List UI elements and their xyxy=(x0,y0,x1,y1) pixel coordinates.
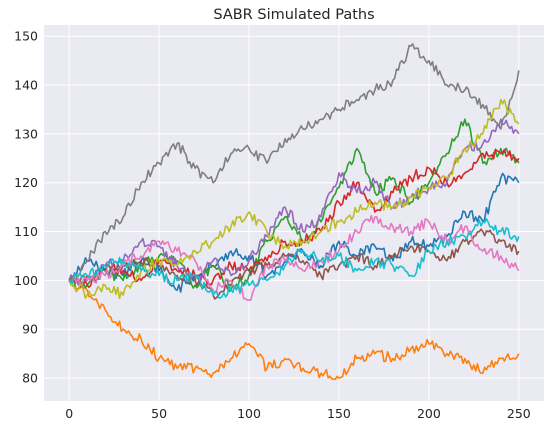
series-line-9 xyxy=(68,98,520,300)
y-tick-label: 80 xyxy=(22,371,38,386)
x-tick-label: 250 xyxy=(507,406,531,421)
series-lines xyxy=(68,43,520,381)
plot-area xyxy=(44,25,544,401)
x-tick-labels: 0 50 100 150 200 250 xyxy=(65,406,531,421)
y-tick-label: 110 xyxy=(14,224,38,239)
y-tick-label: 100 xyxy=(14,273,38,288)
y-tick-label: 120 xyxy=(14,175,38,190)
series-line-7 xyxy=(68,215,520,301)
x-tick-label: 150 xyxy=(327,406,351,421)
x-tick-label: 50 xyxy=(151,406,167,421)
y-tick-label: 130 xyxy=(14,126,38,141)
y-tick-label: 90 xyxy=(22,322,38,337)
series-line-10 xyxy=(68,218,520,299)
y-tick-label: 140 xyxy=(14,78,38,93)
series-line-5 xyxy=(68,118,520,286)
chart-title: SABR Simulated Paths xyxy=(213,7,374,23)
series-line-2 xyxy=(68,276,520,381)
x-tick-label: 200 xyxy=(417,406,441,421)
y-tick-label: 150 xyxy=(14,29,38,44)
x-tick-label: 0 xyxy=(65,406,73,421)
y-tick-labels: 80 90 100 110 120 130 140 150 xyxy=(14,29,38,386)
series-line-6 xyxy=(68,228,520,300)
series-line-8 xyxy=(68,43,520,284)
x-tick-label: 100 xyxy=(237,406,261,421)
